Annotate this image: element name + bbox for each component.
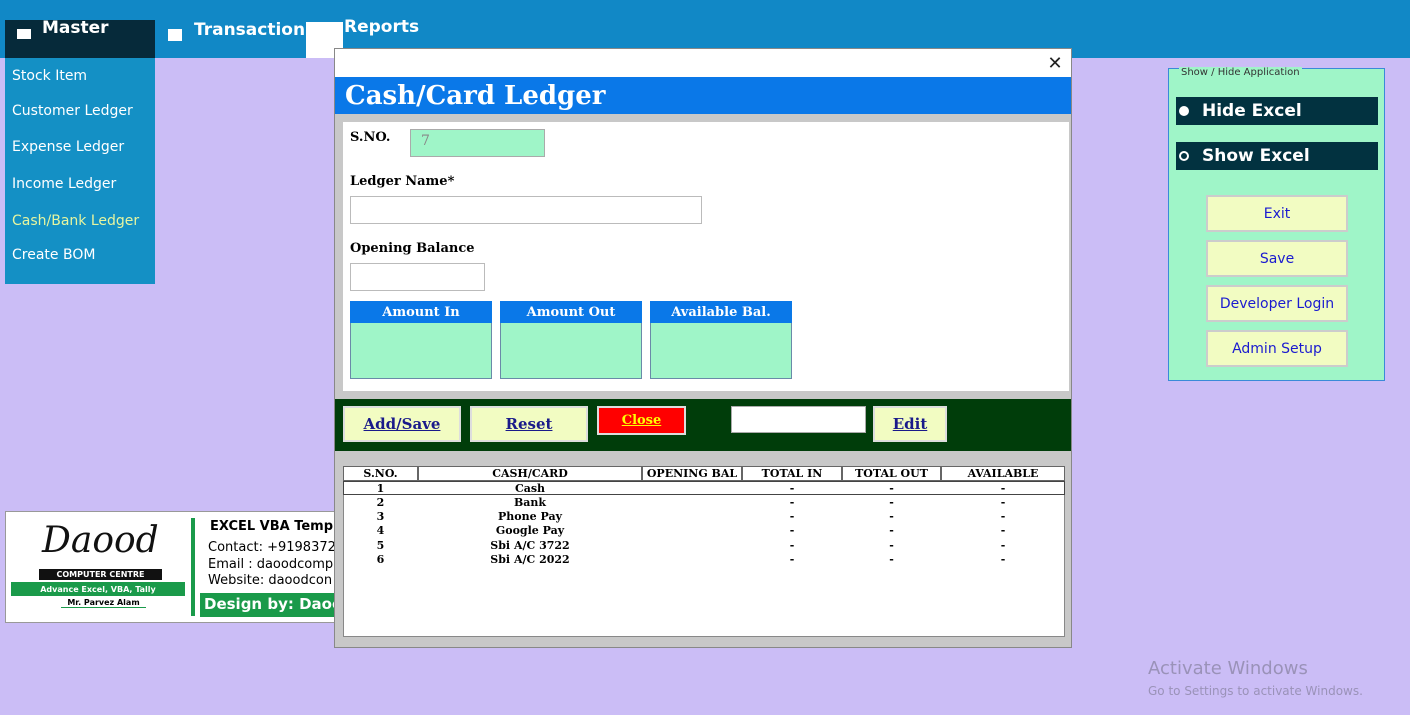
table-cell: - bbox=[789, 495, 795, 509]
table-cell: 5 bbox=[376, 538, 385, 552]
header bbox=[335, 77, 1071, 114]
table-cell: - bbox=[889, 538, 894, 552]
transaction-icon bbox=[168, 29, 182, 41]
panel-legend: Show / Hide Application bbox=[1179, 67, 1302, 78]
dialog: ✕ Cash/Card Ledger S.NO. 7 Ledger Name* Open… bbox=[334, 48, 1072, 648]
menu-item[interactable]: Customer Ledger bbox=[12, 103, 133, 119]
contact: Contact: +91983728 bbox=[208, 540, 335, 555]
table-cell: - bbox=[789, 510, 795, 524]
table-cell: 4 bbox=[376, 524, 385, 538]
banner: Daood COMPUTER CENTRE Advance Excel, VBA, … bbox=[5, 511, 335, 623]
table-cell: 1 bbox=[376, 481, 385, 495]
radio-option[interactable]: Show Excel bbox=[1176, 142, 1378, 170]
banner-heading: EXCEL VBA Temp bbox=[210, 519, 334, 534]
table-cell: - bbox=[889, 481, 894, 495]
table-header: AVAILABLE bbox=[941, 466, 1065, 481]
divider bbox=[191, 518, 195, 616]
website: Website: daoodcon bbox=[208, 573, 333, 588]
close-icon[interactable]: ✕ bbox=[1047, 52, 1063, 74]
menu-item[interactable]: Create BOM bbox=[12, 247, 96, 263]
table-cell: Sbi A/C 2022 bbox=[490, 553, 570, 566]
table-cell: Phone Pay bbox=[498, 510, 562, 524]
ledger-input[interactable] bbox=[350, 196, 702, 224]
button[interactable]: Edit bbox=[873, 406, 947, 442]
opening-label: Opening Balance bbox=[350, 241, 475, 256]
table-cell: - bbox=[1000, 495, 1006, 509]
dialog-title: Cash/Card Ledger bbox=[345, 80, 606, 111]
table-header: S.NO. bbox=[343, 466, 418, 481]
table-cell: - bbox=[789, 538, 795, 552]
opening-input[interactable] bbox=[350, 263, 485, 291]
button[interactable]: Reset bbox=[470, 406, 588, 442]
radio-label[interactable]: Show Excel bbox=[1202, 146, 1310, 166]
table-cell: 6 bbox=[376, 553, 385, 566]
table-cell: Google Pay bbox=[495, 524, 565, 538]
menu-tab[interactable]: Transaction bbox=[194, 20, 306, 40]
table-cell: - bbox=[1000, 524, 1006, 538]
menu-item[interactable]: Cash/Bank Ledger bbox=[12, 213, 140, 229]
menu-item[interactable]: Income Ledger bbox=[12, 176, 117, 192]
side-panel: Show / Hide Application Hide Excel Show Ex… bbox=[1168, 67, 1385, 381]
table-cell: - bbox=[889, 510, 894, 524]
table-cell: - bbox=[1000, 553, 1006, 566]
sno-input[interactable]: 7 bbox=[410, 129, 545, 157]
search-input[interactable] bbox=[731, 406, 866, 433]
table-cell: Sbi A/C 3722 bbox=[490, 538, 570, 552]
table-cell: 3 bbox=[376, 510, 385, 524]
table-cell: - bbox=[1000, 481, 1006, 495]
logo: Daood bbox=[42, 520, 159, 561]
radio[interactable] bbox=[1179, 151, 1189, 161]
button[interactable]: Admin Setup bbox=[1206, 330, 1348, 367]
master-icon bbox=[17, 29, 31, 39]
watermark-subtitle: Go to Settings to activate Windows. bbox=[1148, 684, 1363, 698]
menu-tab[interactable]: Master bbox=[42, 18, 109, 38]
table-cell: - bbox=[1000, 538, 1006, 552]
tagline: Advance Excel, VBA, Tally bbox=[11, 582, 185, 596]
amount-box-header: Amount In bbox=[350, 301, 492, 323]
side-menu bbox=[5, 58, 155, 284]
table-header: TOTAL OUT bbox=[842, 466, 941, 481]
table-header: CASH/CARD bbox=[418, 466, 642, 481]
button[interactable]: Add/Save bbox=[343, 406, 461, 442]
table-cell: Bank bbox=[513, 495, 547, 509]
button[interactable]: Exit bbox=[1206, 195, 1348, 232]
amount-box-header: Available Bal. bbox=[650, 301, 792, 323]
table-header: TOTAL IN bbox=[742, 466, 842, 481]
selected-row bbox=[343, 481, 1065, 495]
table-cell: - bbox=[889, 495, 894, 509]
email: Email : daoodcomp bbox=[208, 557, 334, 572]
radio-option[interactable]: Hide Excel bbox=[1176, 97, 1378, 125]
design-credit: Design by: Daoc bbox=[200, 593, 334, 617]
table-cell: - bbox=[889, 553, 894, 566]
button[interactable]: Close bbox=[597, 406, 686, 435]
table-cell: - bbox=[789, 553, 795, 566]
menu-tab[interactable]: Reports bbox=[344, 17, 420, 37]
menu-item[interactable]: Stock Item bbox=[12, 68, 88, 84]
table-header: OPENING BAL bbox=[642, 466, 742, 481]
table-cell: - bbox=[789, 524, 795, 538]
table-cell: Cash bbox=[514, 481, 546, 495]
table-cell: - bbox=[889, 524, 894, 538]
menu-item[interactable]: Expense Ledger bbox=[12, 139, 125, 155]
radio-label[interactable]: Hide Excel bbox=[1202, 101, 1302, 121]
table-cell: - bbox=[1000, 510, 1006, 524]
owner: Mr. Parvez Alam bbox=[61, 598, 146, 608]
watermark-title: Activate Windows bbox=[1148, 658, 1308, 679]
button[interactable]: Developer Login bbox=[1206, 285, 1348, 322]
ledger-label: Ledger Name* bbox=[350, 174, 455, 189]
title-bar bbox=[335, 49, 1071, 77]
amount-box-header: Amount Out bbox=[500, 301, 642, 323]
table-cell: - bbox=[789, 481, 795, 495]
master-tab[interactable] bbox=[5, 20, 155, 58]
sno-label: S.NO. bbox=[350, 130, 391, 145]
radio[interactable] bbox=[1179, 106, 1189, 116]
table-cell: 2 bbox=[376, 495, 385, 509]
logo-sub: COMPUTER CENTRE bbox=[39, 569, 162, 580]
button[interactable]: Save bbox=[1206, 240, 1348, 277]
